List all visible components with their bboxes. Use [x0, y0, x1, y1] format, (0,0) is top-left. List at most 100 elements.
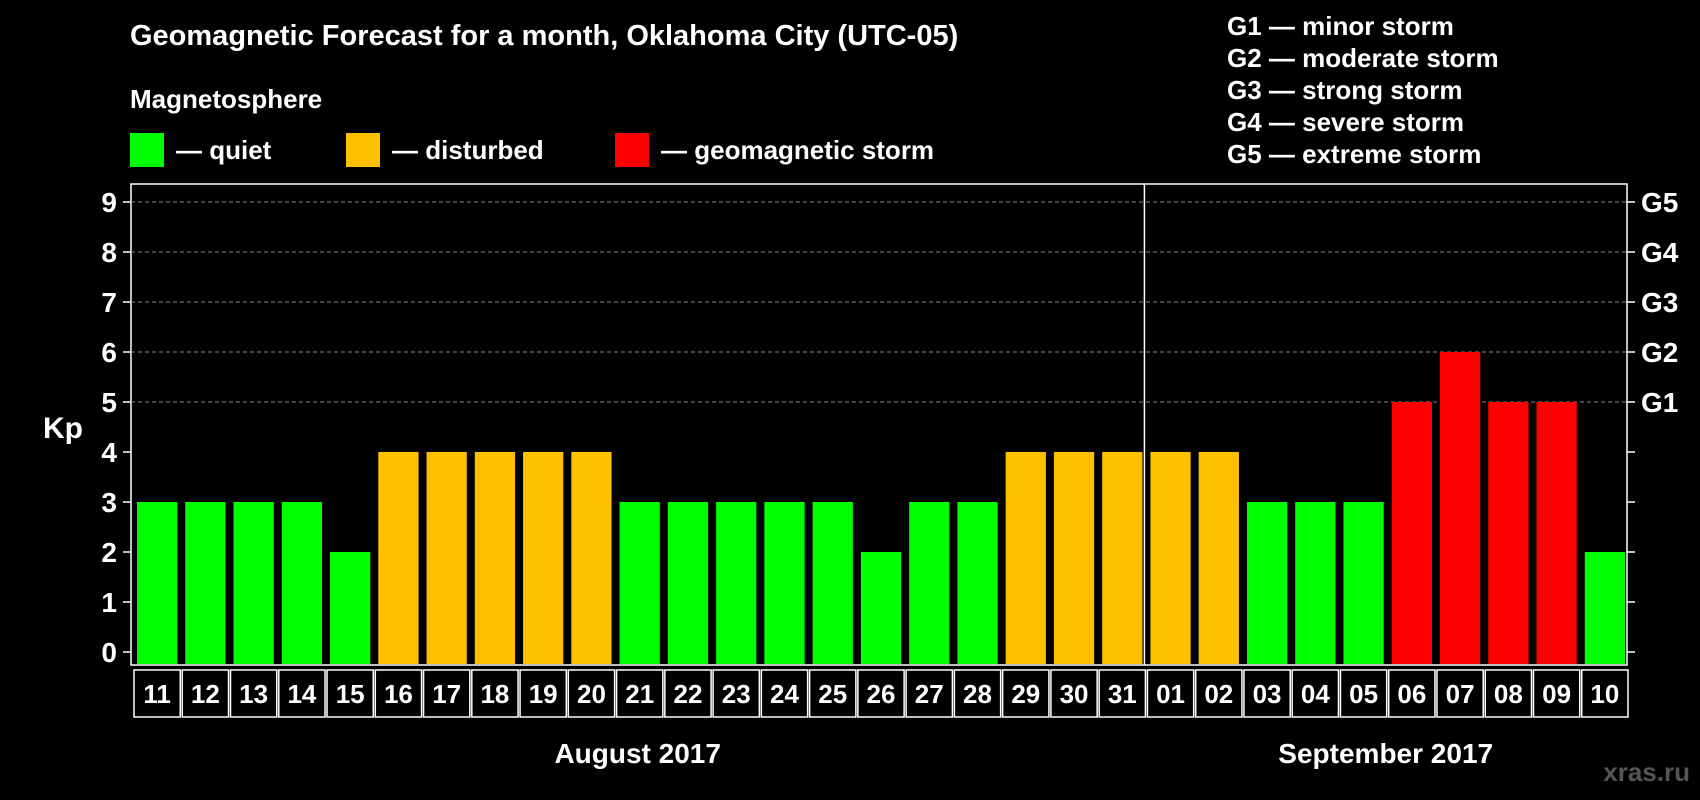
plot-frame — [130, 183, 1628, 666]
date-box — [1339, 669, 1388, 718]
x-tick-label: 03 — [1253, 679, 1282, 709]
bar — [764, 502, 805, 664]
bar — [1198, 452, 1239, 664]
month-label: August 2017 — [554, 738, 721, 769]
x-tick-label: 24 — [770, 679, 799, 709]
date-box — [326, 669, 375, 718]
x-tick-label: 11 — [143, 679, 171, 709]
bar — [1102, 452, 1143, 664]
x-tick-label: 13 — [239, 679, 268, 709]
date-box — [1387, 669, 1436, 718]
x-tick-label: 21 — [625, 679, 654, 709]
y-tick-label: 2 — [101, 537, 117, 568]
bar — [619, 502, 660, 664]
x-tick-label: 26 — [867, 679, 896, 709]
x-tick-label: 18 — [480, 679, 509, 709]
g-scale-item-g5: G5 — extreme storm — [1227, 139, 1482, 169]
bar — [426, 452, 467, 664]
bar — [137, 502, 178, 664]
x-tick-label: 07 — [1446, 679, 1475, 709]
x-tick-label: 19 — [529, 679, 558, 709]
date-box — [374, 669, 423, 718]
bar — [1391, 402, 1432, 664]
x-tick-label: 04 — [1301, 679, 1330, 709]
bar — [523, 452, 564, 664]
date-box — [1484, 669, 1533, 718]
bar — [667, 502, 709, 664]
bar — [1295, 502, 1336, 664]
x-tick-label: 02 — [1204, 679, 1233, 709]
g-level-label: G4 — [1641, 237, 1679, 268]
legend-swatch-storm — [615, 133, 649, 167]
date-box — [1194, 669, 1243, 718]
bar — [571, 452, 612, 664]
bar — [1053, 452, 1095, 664]
g-scale-legend: G1 — minor storm G2 — moderate storm G3 … — [1227, 10, 1499, 170]
date-box — [229, 669, 278, 718]
bar — [1005, 452, 1046, 664]
g-level-label: G1 — [1641, 387, 1678, 418]
date-box — [519, 669, 568, 718]
date-box — [1532, 669, 1581, 718]
x-tick-label: 28 — [963, 679, 992, 709]
bar — [812, 502, 853, 664]
x-tick-label: 12 — [191, 679, 220, 709]
date-box — [953, 669, 1002, 718]
date-box — [1001, 669, 1050, 718]
date-box — [1146, 669, 1195, 718]
g-scale-item-g1: G1 — minor storm — [1227, 11, 1454, 41]
bar — [185, 502, 226, 664]
date-box — [181, 669, 230, 718]
date-box — [1050, 669, 1098, 718]
month-label: September 2017 — [1278, 738, 1493, 769]
date-box — [857, 669, 905, 718]
legend-label-disturbed: — disturbed — [392, 134, 544, 165]
x-tick-label: 09 — [1542, 679, 1571, 709]
y-tick-label: 1 — [101, 587, 117, 618]
legend-label-storm: — geomagnetic storm — [661, 134, 935, 165]
x-tick-label: 15 — [336, 679, 365, 709]
x-tick-label: 06 — [1397, 679, 1426, 709]
x-tick-label: 05 — [1349, 679, 1378, 709]
bar — [716, 502, 757, 664]
date-box — [567, 669, 616, 718]
x-tick-label: 14 — [287, 679, 316, 709]
bar — [957, 502, 998, 664]
bar — [1584, 552, 1625, 664]
bar — [233, 502, 274, 664]
date-box — [760, 669, 809, 718]
date-box — [1436, 669, 1484, 718]
y-axis-label: Kp — [43, 412, 83, 445]
legend-item-quiet: — quiet — [130, 133, 271, 167]
y-tick-label: 3 — [101, 487, 117, 518]
legend-item-disturbed: — disturbed — [346, 133, 544, 167]
legend-swatch-quiet — [130, 133, 164, 167]
bar — [1488, 402, 1529, 664]
x-tick-label: 31 — [1108, 679, 1137, 709]
y-tick-label: 4 — [101, 437, 117, 468]
y-tick-label: 5 — [101, 387, 117, 418]
x-tick-label: 29 — [1011, 679, 1040, 709]
date-box — [133, 669, 182, 718]
date-box — [615, 669, 664, 718]
bar — [1343, 502, 1384, 664]
x-tick-label: 27 — [915, 679, 944, 709]
bar — [378, 452, 419, 664]
x-tick-label: 30 — [1060, 679, 1089, 709]
date-box — [664, 669, 712, 718]
g-level-label: G2 — [1641, 337, 1678, 368]
legend-heading: Magnetosphere — [130, 84, 323, 114]
y-tick-label: 6 — [101, 337, 117, 368]
date-box — [471, 669, 519, 718]
y-tick-label: 9 — [101, 187, 117, 218]
legend-swatch-disturbed — [346, 133, 380, 167]
date-box — [1098, 669, 1147, 718]
x-tick-label: 10 — [1590, 679, 1619, 709]
g-level-label: G3 — [1641, 287, 1678, 318]
x-tick-label: 25 — [818, 679, 847, 709]
y-tick-label: 0 — [101, 637, 117, 668]
legend-label-quiet: — quiet — [176, 134, 272, 165]
bar — [909, 502, 950, 664]
bar — [281, 502, 323, 664]
x-tick-label: 16 — [384, 679, 413, 709]
